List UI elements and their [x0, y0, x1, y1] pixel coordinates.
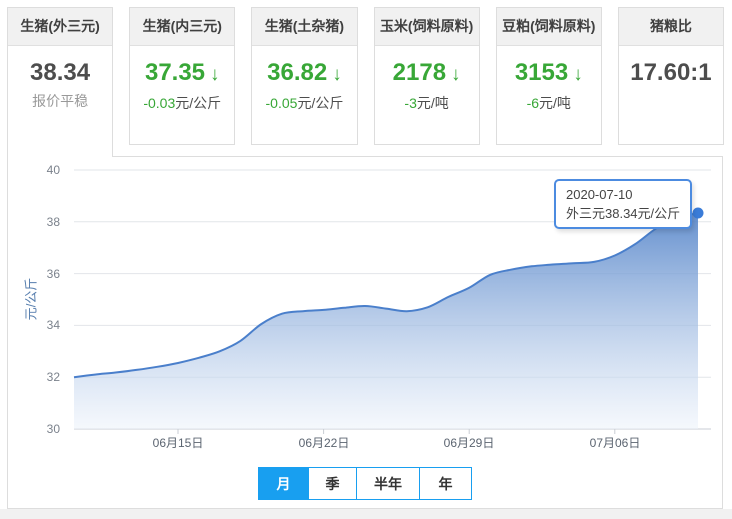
page-bottom-strip — [0, 509, 732, 519]
range-button-quarter[interactable]: 季 — [308, 468, 356, 499]
tab-title: 猪粮比 — [618, 8, 724, 46]
down-arrow-icon: ↓ — [573, 64, 583, 85]
y-axis-tick-label: 32 — [46, 370, 60, 384]
tab-title: 豆粕(饲料原料) — [496, 8, 601, 46]
range-button-year[interactable]: 年 — [419, 468, 471, 499]
range-button-month[interactable]: 月 — [259, 468, 308, 499]
tab-price: 17.60:1 — [630, 59, 712, 86]
time-range-button-group: 月 季 半年 年 — [258, 467, 472, 500]
down-arrow-icon: ↓ — [451, 64, 461, 85]
y-axis-tick-label: 34 — [46, 318, 60, 332]
y-axis-tick-label: 40 — [46, 163, 60, 177]
tooltip-date: 2020-07-10 — [566, 187, 633, 202]
tab-price: 2178 ↓ — [392, 59, 461, 86]
tab-price: 36.82 ↓ — [267, 59, 342, 86]
tab-price: 37.35 ↓ — [144, 59, 220, 86]
tab-title: 生猪(外三元) — [8, 8, 113, 46]
tab-pig-wai-san-yuan[interactable]: 生猪(外三元) 38.34 报价平稳 — [7, 7, 114, 157]
tab-corn[interactable]: 玉米(饲料原料) 2178 ↓ -3元/吨 — [373, 7, 480, 145]
price-trend-chart[interactable]: 元/公斤 2020-07-10 外三元38.34元/公斤 30 32 34 36 38 4… — [24, 163, 711, 450]
x-axis-tick-label: 06月22日 — [298, 436, 350, 450]
tab-status-text: 报价平稳 — [32, 93, 89, 109]
x-axis-tick-label: 06月29日 — [443, 436, 495, 450]
tab-title: 玉米(饲料原料) — [374, 8, 479, 46]
down-arrow-icon: ↓ — [210, 64, 220, 85]
tab-pig-nei-san-yuan[interactable]: 生猪(内三元) 37.35 ↓ -0.03元/公斤 — [129, 7, 236, 145]
tab-price: 38.34 — [30, 59, 91, 86]
range-button-half-year[interactable]: 半年 — [356, 468, 419, 499]
tab-title: 生猪(土杂猪) — [252, 8, 357, 46]
tab-change: -6元/吨 — [526, 95, 571, 111]
tab-title: 生猪(内三元) — [130, 8, 235, 46]
price-area-fill — [74, 213, 698, 429]
down-arrow-icon: ↓ — [332, 64, 342, 85]
chart-tooltip: 2020-07-10 外三元38.34元/公斤 — [554, 179, 693, 229]
y-axis-title: 元/公斤 — [23, 277, 39, 321]
tab-pig-tu-za[interactable]: 生猪(土杂猪) 36.82 ↓ -0.05元/公斤 — [251, 7, 358, 145]
tab-soybean-meal[interactable]: 豆粕(饲料原料) 3153 ↓ -6元/吨 — [495, 7, 602, 145]
y-axis-tick-label: 30 — [46, 422, 60, 436]
quote-tabs: 生猪(外三元) 38.34 报价平稳 生猪(内三元) 37.35 ↓ -0.03元… — [0, 0, 732, 157]
x-axis-tick-label: 06月15日 — [152, 436, 204, 450]
tab-change: -0.03元/公斤 — [143, 95, 222, 111]
tooltip-value: 外三元38.34元/公斤 — [566, 206, 681, 221]
price-chart-panel: 元/公斤 2020-07-10 外三元38.34元/公斤 30 32 34 36 38 4… — [7, 156, 723, 509]
tab-change: -0.05元/公斤 — [265, 95, 344, 111]
price-line — [73, 212, 699, 379]
tab-change: -3元/吨 — [404, 95, 449, 111]
tab-pig-grain-ratio[interactable]: 猪粮比 17.60:1 — [617, 7, 725, 145]
area-chart-canvas[interactable] — [73, 169, 711, 434]
latest-point-marker — [692, 207, 704, 219]
y-axis-tick-label: 36 — [46, 267, 60, 281]
y-axis-tick-label: 38 — [46, 215, 60, 229]
x-axis-tick-label: 07月06日 — [589, 436, 641, 450]
time-range-switcher: 月 季 半年 年 — [8, 467, 722, 500]
tab-price: 3153 ↓ — [514, 59, 583, 86]
